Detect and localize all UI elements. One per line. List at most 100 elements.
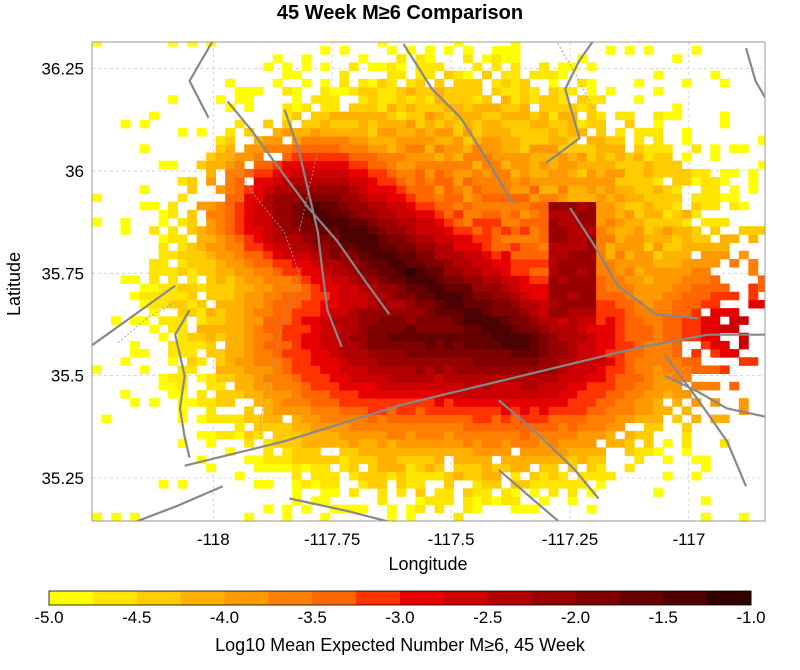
heatmap-cell [339, 357, 350, 366]
heatmap-cell [367, 250, 378, 260]
heatmap-cell [501, 193, 511, 203]
x-tick-label: -117.75 [304, 530, 360, 549]
heatmap-cell [396, 308, 407, 317]
heatmap-cell [453, 471, 464, 481]
heatmap-cell [605, 308, 616, 317]
heatmap-cell [596, 185, 607, 194]
heatmap-cell [386, 103, 397, 112]
heatmap-cell [529, 365, 540, 375]
heatmap-cell [225, 209, 236, 219]
heatmap-cell [653, 299, 664, 309]
heatmap-cell [424, 349, 435, 358]
heatmap-cell [719, 250, 730, 260]
heatmap-cell [482, 406, 492, 415]
heatmap-cell [586, 177, 597, 186]
heatmap-cell [320, 267, 331, 276]
heatmap-cell [539, 316, 549, 325]
heatmap-cell [472, 103, 483, 112]
heatmap-cell [234, 152, 245, 162]
heatmap-cell [615, 185, 626, 194]
heatmap-cell [586, 291, 597, 301]
heatmap-cell [757, 283, 765, 293]
heatmap-cell [206, 406, 217, 415]
heatmap-cell [700, 324, 711, 334]
heatmap-cell [567, 185, 578, 194]
heatmap-cell [529, 209, 540, 219]
heatmap-cell [225, 365, 236, 375]
heatmap-cell [577, 414, 588, 424]
heatmap-cell [548, 389, 559, 399]
heatmap-cell [367, 365, 378, 375]
heatmap-cell [577, 324, 588, 334]
heatmap-cell [291, 111, 302, 121]
heatmap-cell [367, 193, 378, 203]
heatmap-cell [424, 439, 435, 448]
heatmap-cell [310, 316, 321, 325]
heatmap-cell [653, 258, 664, 268]
heatmap-cell [225, 136, 236, 145]
heatmap-cell [396, 267, 407, 276]
heatmap-cell [472, 95, 483, 104]
colorbar-tick-label: -2.5 [473, 608, 502, 627]
heatmap-cell [263, 447, 274, 456]
heatmap-cell [634, 144, 645, 153]
heatmap-cell [424, 136, 435, 145]
heatmap-cell [577, 398, 588, 407]
heatmap-cell [253, 324, 264, 334]
heatmap-cell [386, 308, 397, 317]
heatmap-cell [539, 185, 549, 194]
heatmap-cell [234, 160, 245, 170]
heatmap-cell [605, 439, 616, 448]
heatmap-cell [367, 316, 378, 325]
heatmap-cell [434, 160, 445, 170]
heatmap-cell [757, 136, 765, 145]
heatmap-cell [529, 193, 540, 203]
heatmap-cell [510, 78, 521, 88]
heatmap-cell [577, 332, 588, 342]
heatmap-cell [196, 357, 207, 366]
heatmap-cell [681, 136, 692, 145]
heatmap-cell [386, 349, 397, 358]
heatmap-cell [396, 480, 407, 489]
heatmap-cell [206, 381, 217, 391]
heatmap-cell [615, 258, 626, 268]
heatmap-cell [482, 160, 492, 170]
heatmap-cell [358, 381, 369, 391]
heatmap-cell [377, 242, 388, 252]
heatmap-cell [567, 439, 578, 448]
heatmap-cell [558, 308, 569, 317]
heatmap-cell [291, 332, 302, 342]
heatmap-cell [510, 299, 521, 309]
heatmap-cell [491, 218, 502, 227]
heatmap-cell [681, 78, 692, 88]
heatmap-cell [424, 103, 435, 112]
heatmap-cell [272, 414, 283, 424]
heatmap-cell [615, 439, 626, 448]
heatmap-cell [405, 414, 416, 424]
heatmap-cell [596, 480, 607, 489]
heatmap-cell [320, 111, 331, 121]
heatmap-cell [520, 357, 530, 366]
y-tick-label: 35.25 [41, 469, 84, 488]
heatmap-cell [501, 340, 511, 350]
heatmap-cell [529, 373, 540, 383]
heatmap-cell [596, 152, 607, 162]
heatmap-cell [348, 357, 359, 366]
heatmap-cell [291, 70, 302, 80]
heatmap-cell [377, 463, 388, 473]
heatmap-cell [329, 365, 340, 375]
heatmap-cell [196, 201, 207, 211]
heatmap-cell [700, 496, 711, 506]
heatmap-cell [605, 209, 616, 219]
heatmap-cell [548, 193, 559, 203]
heatmap-cell [310, 160, 321, 170]
heatmap-cell [234, 95, 245, 104]
heatmap-cell [510, 218, 521, 227]
heatmap-cell [605, 258, 616, 268]
heatmap-cell [586, 357, 597, 366]
heatmap-cell [653, 316, 664, 325]
heatmap-cell [282, 127, 293, 137]
heatmap-cell [339, 308, 350, 317]
heatmap-cell [405, 430, 416, 440]
heatmap-cell [329, 332, 340, 342]
